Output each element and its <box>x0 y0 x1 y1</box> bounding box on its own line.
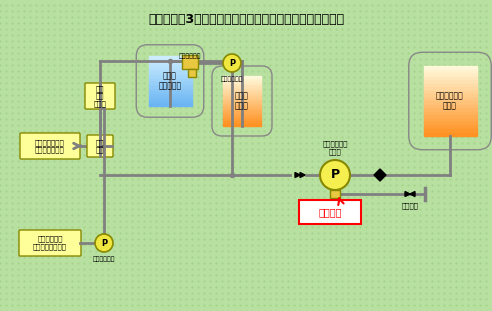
FancyBboxPatch shape <box>19 230 81 256</box>
Bar <box>424 87 476 91</box>
Bar <box>149 68 191 71</box>
Bar <box>223 91 261 94</box>
Bar <box>223 111 261 114</box>
Text: １次冷却系へ
（充てんライン）: １次冷却系へ （充てんライン） <box>33 236 67 250</box>
Bar <box>223 109 261 111</box>
Bar <box>149 91 191 94</box>
Text: ドレン弁: ドレン弁 <box>401 202 419 209</box>
Bar <box>223 81 261 83</box>
Bar <box>223 86 261 89</box>
Bar <box>149 94 191 96</box>
FancyBboxPatch shape <box>299 200 361 224</box>
Text: P: P <box>229 58 235 67</box>
Bar <box>149 66 191 68</box>
Bar <box>223 121 261 123</box>
Bar <box>424 115 476 118</box>
Polygon shape <box>295 173 300 178</box>
Circle shape <box>320 160 350 190</box>
Polygon shape <box>405 192 410 197</box>
Circle shape <box>95 234 113 252</box>
FancyBboxPatch shape <box>85 83 115 109</box>
Bar <box>424 73 476 77</box>
Bar <box>149 96 191 99</box>
Bar <box>149 83 191 86</box>
Bar <box>149 61 191 63</box>
Bar <box>149 58 191 61</box>
Bar <box>223 76 261 78</box>
Text: ほう酸濃縮液
ポンプ: ほう酸濃縮液 ポンプ <box>322 141 348 155</box>
Bar <box>424 126 476 129</box>
Text: 充てんポンプ: 充てんポンプ <box>93 256 115 262</box>
Bar <box>424 94 476 98</box>
Text: ほう酸
タンク: ほう酸 タンク <box>235 91 249 111</box>
FancyBboxPatch shape <box>20 133 80 159</box>
FancyBboxPatch shape <box>87 135 113 157</box>
Text: P: P <box>101 239 107 248</box>
Bar <box>223 114 261 116</box>
Bar <box>149 104 191 106</box>
Bar <box>424 69 476 73</box>
Bar <box>424 132 476 136</box>
Bar <box>223 106 261 109</box>
Bar <box>424 122 476 126</box>
Bar <box>424 77 476 80</box>
Bar <box>424 104 476 108</box>
Bar <box>149 101 191 104</box>
Bar <box>424 108 476 112</box>
Bar <box>424 91 476 94</box>
Bar <box>223 101 261 104</box>
Bar <box>223 104 261 106</box>
Polygon shape <box>374 169 380 181</box>
Text: 伊方発電所3号機　ほう酸濃縮液ポンプまわり系統概略図: 伊方発電所3号機 ほう酸濃縮液ポンプまわり系統概略図 <box>148 13 344 26</box>
Bar <box>424 80 476 83</box>
Bar <box>182 55 198 69</box>
Polygon shape <box>380 169 386 181</box>
Bar <box>149 89 191 91</box>
Bar <box>223 78 261 81</box>
Bar <box>149 76 191 78</box>
Bar <box>223 94 261 96</box>
Bar <box>223 99 261 101</box>
Text: ほう酸ポンプ: ほう酸ポンプ <box>221 76 243 81</box>
Bar <box>149 63 191 66</box>
Bar <box>223 89 261 91</box>
Circle shape <box>223 54 241 72</box>
Bar <box>424 83 476 87</box>
Polygon shape <box>300 173 305 178</box>
Bar <box>223 123 261 126</box>
Bar <box>149 71 191 73</box>
Text: P: P <box>331 169 339 182</box>
Bar <box>424 118 476 122</box>
Bar <box>223 116 261 118</box>
Polygon shape <box>410 192 415 197</box>
Bar <box>424 101 476 104</box>
Bar <box>149 73 191 76</box>
Bar <box>424 129 476 132</box>
Text: １次冷却系より
（抽出ライン）: １次冷却系より （抽出ライン） <box>35 139 65 153</box>
Bar <box>149 56 191 58</box>
Bar <box>223 118 261 121</box>
Bar <box>223 83 261 86</box>
Text: ほう酸混合器: ほう酸混合器 <box>179 53 201 58</box>
Bar <box>424 112 476 115</box>
Bar <box>424 66 476 69</box>
Bar <box>149 78 191 81</box>
Bar <box>188 69 196 77</box>
Text: 浄化
装置: 浄化 装置 <box>96 139 104 153</box>
Bar <box>149 86 191 89</box>
Text: 体積
制御
タンク: 体積 制御 タンク <box>93 85 106 107</box>
Text: 当該箇所: 当該箇所 <box>318 207 342 217</box>
Bar <box>223 96 261 99</box>
Bar <box>424 98 476 101</box>
Text: １次系
純水タンク: １次系 純水タンク <box>158 71 182 91</box>
Text: ほう酸濃縮液
タンク: ほう酸濃縮液 タンク <box>436 91 464 111</box>
Bar <box>149 81 191 83</box>
Bar <box>330 190 340 198</box>
Bar <box>149 99 191 101</box>
